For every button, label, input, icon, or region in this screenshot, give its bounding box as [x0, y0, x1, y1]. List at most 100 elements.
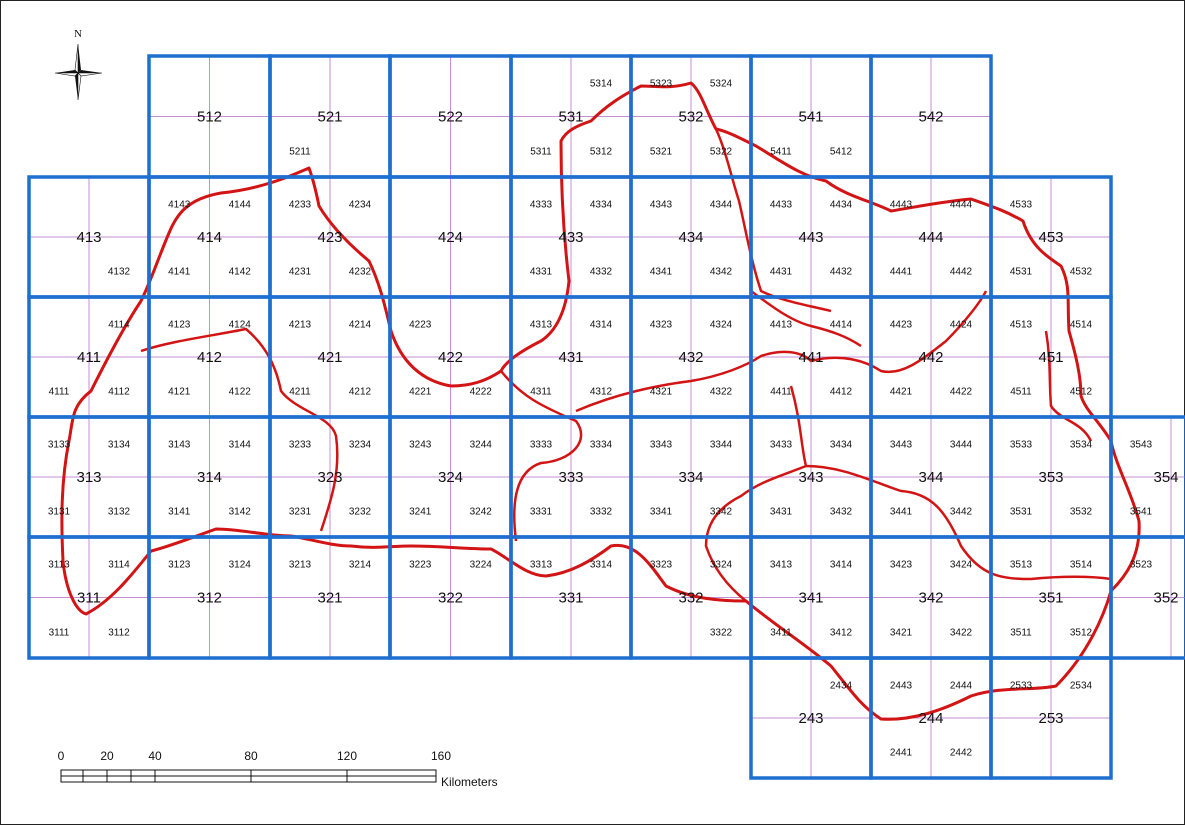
sub-sheet-label: 3242: [470, 507, 493, 518]
north-arrow: N: [54, 28, 103, 101]
sub-sheet-label: 3114: [108, 560, 130, 571]
sub-sheet-label: 4211: [289, 387, 311, 398]
sub-sheet-label: 4423: [890, 319, 913, 330]
sheet-label: 244: [918, 710, 943, 727]
sub-sheet-label: 4432: [830, 267, 853, 278]
sub-sheet-label: 3424: [950, 560, 973, 571]
sub-sheet-label: 3514: [1070, 560, 1093, 571]
sub-sheet-label: 4122: [229, 387, 252, 398]
sub-sheet-label: 4142: [229, 267, 252, 278]
map-sheet-352[interactable]: [1109, 535, 1185, 660]
sub-sheet-label: 2534: [1070, 680, 1093, 691]
sheet-label: 421: [317, 349, 342, 366]
sheet-label: 521: [317, 109, 342, 126]
sub-sheet-label: 4424: [950, 319, 973, 330]
sub-sheet-label: 4111: [49, 387, 70, 398]
sub-sheet-label: 4513: [1010, 319, 1033, 330]
sub-sheet-label: 4213: [289, 319, 312, 330]
sheet-label: 342: [918, 590, 943, 607]
sub-sheet-label: 4123: [168, 319, 191, 330]
sub-sheet-label: 3111: [49, 627, 70, 638]
sub-sheet-label: 3134: [108, 439, 131, 450]
internal-boundary-line: [140, 327, 339, 532]
sheet-label: 542: [918, 109, 943, 126]
sub-sheet-label: 3523: [1130, 560, 1153, 571]
sub-sheet-label: 3224: [470, 560, 493, 571]
quarter-sheet-grid: [29, 56, 1185, 778]
sub-sheet-label: 2443: [890, 680, 913, 691]
sub-sheet-label: 3324: [710, 560, 733, 571]
sheet-label: 451: [1038, 349, 1063, 366]
sub-sheet-label: 3323: [650, 560, 673, 571]
sub-sheet-label: 4323: [650, 319, 673, 330]
sub-sheet-label: 3512: [1070, 627, 1093, 638]
sub-sheet-label: 3423: [890, 560, 913, 571]
sub-sheet-label: 4414: [830, 319, 853, 330]
sub-sheet-label: 4312: [590, 387, 613, 398]
sub-sheet-label: 3234: [349, 439, 372, 450]
sub-sheet-label: 3511: [1010, 627, 1032, 638]
sub-sheet-label: 4233: [289, 199, 312, 210]
sheet-label: 332: [678, 590, 703, 607]
internal-boundary-line: [750, 289, 862, 348]
sheet-label: 424: [438, 229, 463, 246]
map-sheet-253[interactable]: [989, 656, 1113, 780]
compass-icon: [54, 43, 103, 101]
sub-sheet-label: 3142: [229, 507, 252, 518]
sub-sheet-label: 4443: [890, 199, 913, 210]
sub-sheet-label: 3131: [48, 507, 71, 518]
sub-sheet-label: 4344: [710, 199, 733, 210]
sub-sheet-label: 3414: [830, 560, 853, 571]
sheet-label: 312: [197, 590, 222, 607]
sub-sheet-label: 4124: [229, 319, 252, 330]
scale-tick-label: 40: [148, 749, 162, 763]
scale-tick-label: 0: [58, 749, 65, 763]
sub-sheet-label: 4341: [650, 267, 673, 278]
sub-sheet-label: 2444: [950, 680, 973, 691]
sub-sheet-label: 4342: [710, 267, 733, 278]
sub-sheet-label: 3444: [950, 439, 973, 450]
sheet-label: 314: [197, 469, 222, 486]
sub-sheet-label: 4422: [950, 387, 973, 398]
sub-sheet-label: 3231: [289, 507, 312, 518]
sub-sheet-label: 3412: [830, 627, 853, 638]
sheet-label: 522: [438, 109, 463, 126]
scale-tick-label: 120: [337, 749, 357, 763]
sub-sheet-label: 4143: [168, 199, 191, 210]
sub-sheet-label: 4433: [770, 199, 793, 210]
sub-sheet-label: 4343: [650, 199, 673, 210]
sub-sheet-label: 4413: [770, 319, 793, 330]
sub-sheet-label: 4212: [349, 387, 372, 398]
sub-sheet-label: 3243: [409, 439, 432, 450]
sub-sheet-label: 3333: [530, 439, 553, 450]
sub-sheet-label: 3141: [168, 507, 191, 518]
sub-sheet-label: 3112: [108, 627, 130, 638]
sub-sheet-label: 4222: [470, 387, 493, 398]
sub-sheet-label: 4141: [168, 267, 191, 278]
sub-sheet-label: 3144: [229, 439, 252, 450]
sheet-label: 322: [438, 590, 463, 607]
sub-sheet-label: 4112: [108, 387, 130, 398]
sub-sheet-label: 4324: [710, 319, 733, 330]
sub-sheet-label: 4334: [590, 199, 613, 210]
sheet-label: 423: [317, 229, 342, 246]
sheet-label: 441: [798, 349, 823, 366]
sheet-label: 432: [678, 349, 703, 366]
sub-sheet-label: 3344: [710, 439, 733, 450]
sub-sheet-label: 3541: [1130, 507, 1153, 518]
sheet-label: 243: [798, 710, 823, 727]
sub-sheet-label: 4332: [590, 267, 613, 278]
sub-sheet-label: 3143: [168, 439, 191, 450]
sub-sheet-label: 3123: [168, 560, 191, 571]
sheet-label: 334: [678, 469, 703, 486]
sheet-label: 444: [918, 229, 943, 246]
sub-sheet-label: 5311: [530, 146, 552, 157]
sheet-label: 344: [918, 469, 943, 486]
sheet-label: 354: [1153, 469, 1178, 486]
sheet-label: 351: [1038, 590, 1063, 607]
sub-sheet-label: 3543: [1130, 439, 1153, 450]
sub-sheet-label: 4322: [710, 387, 733, 398]
sub-sheet-label: 3133: [48, 439, 71, 450]
sub-sheet-label: 4512: [1070, 387, 1093, 398]
